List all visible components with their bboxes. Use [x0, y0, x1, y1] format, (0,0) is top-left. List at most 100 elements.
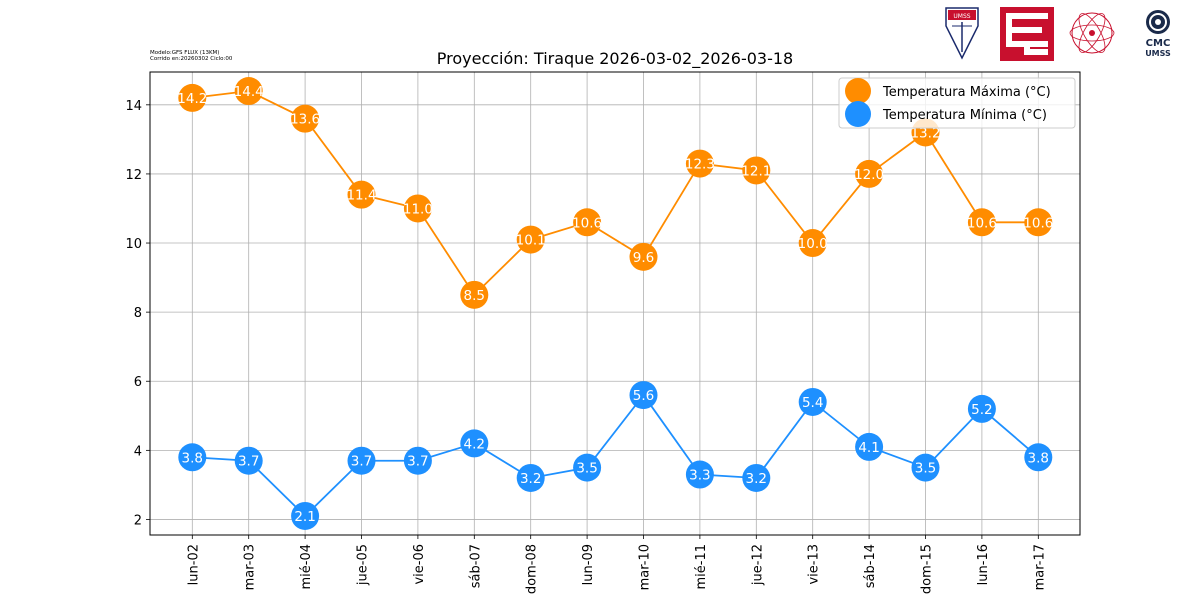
data-point	[798, 229, 827, 258]
data-label: 3.7	[351, 454, 372, 470]
data-point	[573, 208, 602, 237]
series-max: 14.2 14.4 13.6 11.4 11.0 8.5 10.1 10.6 9.6 12.3 12…	[177, 77, 1053, 309]
data-label: 3.2	[746, 471, 767, 487]
x-tick-label: sáb-14	[863, 544, 878, 588]
data-point	[967, 394, 996, 423]
data-point	[234, 446, 263, 475]
data-label: 5.6	[633, 388, 654, 404]
data-label: 3.7	[407, 454, 428, 470]
data-label: 13.6	[290, 112, 320, 128]
data-label: 10.6	[572, 215, 602, 231]
y-tick-label: 10	[125, 237, 142, 252]
data-point	[234, 77, 263, 106]
y-tick-label: 12	[125, 168, 142, 183]
data-point	[291, 501, 320, 530]
data-point	[629, 381, 658, 410]
legend: Temperatura Máxima (°C) Temperatura Mínim…	[838, 77, 1076, 129]
cmc-text: CMC	[1146, 38, 1171, 49]
atom-seal-logo	[1069, 12, 1115, 54]
model-info-line1: Modelo:GFS FLUX (13KM)	[150, 50, 220, 56]
x-tick-label: jue-12	[750, 544, 765, 586]
data-point	[967, 208, 996, 237]
data-label: 4.2	[464, 436, 485, 452]
chart-title: Proyección: Tiraque 2026-03-02_2026-03-1…	[437, 49, 793, 69]
data-label: 3.7	[238, 454, 259, 470]
x-tick-label: dom-15	[920, 544, 935, 594]
x-tick-label: mar-03	[243, 544, 258, 590]
x-tick-label: lun-09	[581, 544, 596, 585]
series-min: 3.8 3.7 2.1 3.7 3.7 4.2 3.2 3.5 5.6 3.3 3.2 5.4 4.1 3…	[178, 381, 1053, 530]
x-tick-label: lun-16	[976, 544, 991, 585]
x-tick-label: dom-08	[525, 544, 540, 594]
data-label: 10.6	[1023, 215, 1053, 231]
faculty-red-logo	[1000, 7, 1054, 61]
data-point	[403, 446, 432, 475]
y-tick-label: 2	[134, 513, 142, 528]
data-point	[460, 429, 489, 458]
umss-shield-text: UMSS	[953, 13, 970, 20]
data-label: 12.3	[685, 157, 715, 173]
model-info-line2: Corrido en:20260302 Ciclo:00	[150, 56, 233, 62]
data-point	[291, 104, 320, 133]
data-point	[516, 463, 545, 492]
data-point	[742, 463, 771, 492]
y-tick-label: 4	[134, 444, 142, 459]
x-axis: lun-02 mar-03 mié-04 jue-05 vie-06 sáb-07 dom-…	[186, 535, 1047, 594]
data-label: 14.2	[177, 91, 207, 107]
series-line	[192, 393, 1039, 518]
data-label: 3.8	[1028, 450, 1049, 466]
y-tick-label: 14	[125, 99, 142, 114]
data-label: 9.6	[633, 250, 654, 266]
x-tick-label: sáb-07	[468, 544, 483, 588]
plot-frame	[149, 71, 1081, 536]
data-label: 2.1	[294, 509, 315, 525]
x-tick-label: vie-13	[807, 544, 822, 585]
data-label: 3.2	[520, 471, 541, 487]
series-line	[192, 90, 1039, 297]
data-point	[1024, 208, 1053, 237]
cmc-subtext: UMSS	[1145, 49, 1171, 58]
data-label: 14.4	[234, 84, 264, 100]
series-layer: 14.2 14.4 13.6 11.4 11.0 8.5 10.1 10.6 9.6 12.3 12…	[177, 77, 1053, 530]
data-point	[629, 242, 658, 271]
data-label: 4.1	[858, 440, 879, 456]
data-label: 3.5	[576, 461, 597, 477]
data-label: 11.0	[403, 201, 433, 217]
data-point	[685, 149, 714, 178]
data-point	[403, 194, 432, 223]
x-tick-label: mar-10	[638, 544, 653, 590]
model-info: Modelo:GFS FLUX (13KM) Corrido en:202603…	[150, 50, 232, 62]
x-tick-label: mié-04	[299, 544, 314, 590]
data-label: 5.4	[802, 395, 823, 411]
y-tick-label: 8	[134, 306, 142, 321]
data-point	[347, 180, 376, 209]
legend-label: Temperatura Máxima (°C)	[882, 85, 1051, 100]
data-point	[685, 460, 714, 489]
y-tick-label: 6	[134, 375, 142, 390]
data-label: 10.1	[516, 233, 546, 249]
data-label: 12.0	[854, 167, 884, 183]
legend-marker	[845, 78, 871, 104]
data-point	[573, 453, 602, 482]
data-point	[855, 159, 884, 188]
data-label: 3.3	[689, 468, 710, 484]
data-label: 13.2	[910, 125, 940, 141]
y-axis: 2 4 6 8 10 12 14	[125, 99, 150, 528]
data-label: 10.6	[967, 215, 997, 231]
umss-shield-logo: UMSS	[945, 7, 979, 60]
x-tick-label: mié-11	[694, 544, 709, 590]
x-tick-label: jue-05	[356, 544, 371, 586]
data-point	[347, 446, 376, 475]
legend-marker	[845, 101, 871, 127]
cmc-umss-logo: CMC UMSS	[1145, 10, 1171, 58]
data-label: 10.0	[798, 236, 828, 252]
data-label: 5.2	[971, 402, 992, 418]
data-point	[460, 280, 489, 309]
data-point	[798, 387, 827, 416]
data-label: 8.5	[464, 288, 485, 304]
data-point	[1024, 443, 1053, 472]
data-label: 3.5	[915, 461, 936, 477]
data-label: 3.8	[182, 450, 203, 466]
legend-label: Temperatura Mínima (°C)	[882, 108, 1047, 123]
